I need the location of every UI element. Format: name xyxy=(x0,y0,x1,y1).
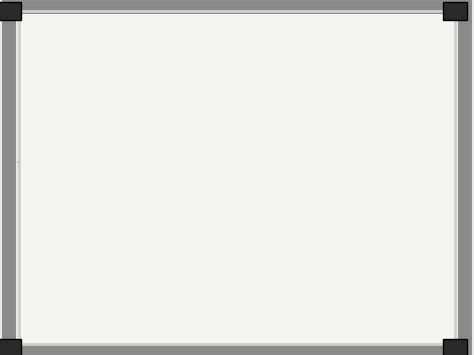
Text: $IF_4^-$: 7+7(4) = 36: $IF_4^-$: 7+7(4) = 36 xyxy=(26,14,185,38)
Text: :O: :O xyxy=(72,187,86,201)
Text: $XeO_2F_2$: 8+6(2)+7(2) = 34: $XeO_2F_2$: 8+6(2)+7(2) = 34 xyxy=(17,146,260,168)
Text: :O: :O xyxy=(69,245,83,258)
Text: Xe: Xe xyxy=(132,215,152,229)
Text: planar: planar xyxy=(228,84,269,97)
Text: $^-$: $^-$ xyxy=(181,40,191,53)
Text: I: I xyxy=(100,76,107,94)
Text: :F:: :F: xyxy=(142,59,159,72)
Text: :F:: :F: xyxy=(41,59,58,72)
Text: :F:: :F: xyxy=(190,189,207,202)
Text: square: square xyxy=(218,67,262,80)
Text: :F:: :F: xyxy=(141,102,158,114)
Text: :F:: :F: xyxy=(39,102,56,114)
Text: :F:: :F: xyxy=(190,244,207,257)
